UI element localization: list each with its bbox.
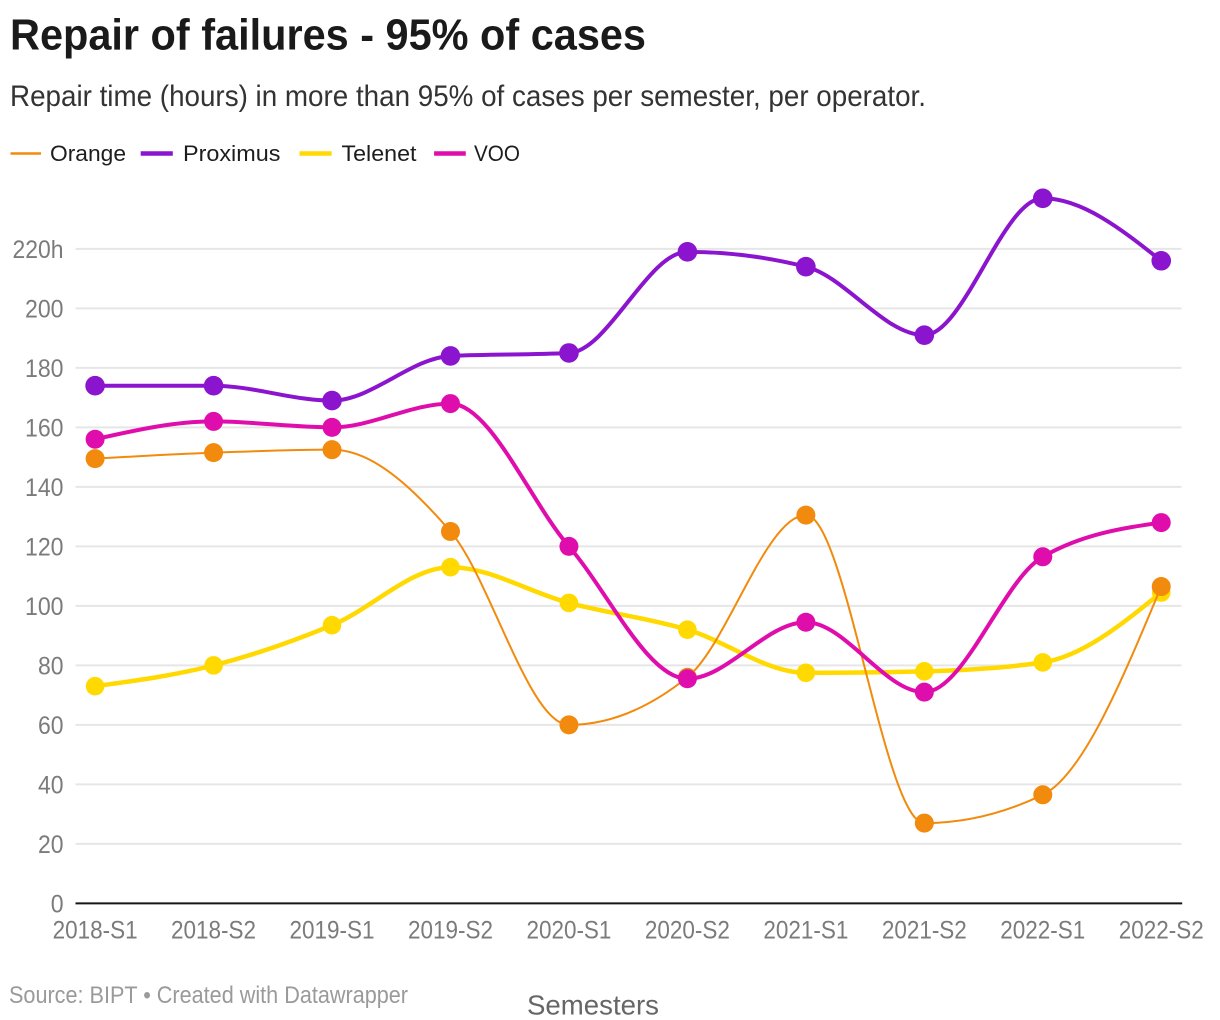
svg-text:2018-S2: 2018-S2 [171,916,256,944]
svg-text:Proximus: Proximus [183,141,280,166]
svg-text:Source: BIPT • Created with Da: Source: BIPT • Created with Datawrapper [9,982,408,1009]
svg-text:80: 80 [38,652,64,680]
svg-text:180: 180 [25,355,64,383]
svg-text:2022-S1: 2022-S1 [1000,916,1085,944]
svg-text:Repair time (hours) in more th: Repair time (hours) in more than 95% of … [10,80,926,113]
svg-text:Orange: Orange [50,141,126,166]
svg-text:Repair of failures - 95% of ca: Repair of failures - 95% of cases [10,11,646,60]
svg-text:200: 200 [25,295,64,323]
svg-text:Semesters: Semesters [527,989,659,1020]
svg-text:220h: 220h [13,236,64,264]
svg-text:20: 20 [38,831,64,859]
svg-text:2019-S2: 2019-S2 [408,916,493,944]
svg-text:0: 0 [51,890,64,918]
svg-text:140: 140 [25,474,64,502]
svg-text:2019-S1: 2019-S1 [290,916,375,944]
svg-text:60: 60 [38,712,64,740]
svg-text:2021-S2: 2021-S2 [882,916,967,944]
svg-text:100: 100 [25,593,64,621]
svg-text:40: 40 [38,771,64,799]
svg-text:2020-S1: 2020-S1 [526,916,611,944]
svg-text:2021-S1: 2021-S1 [763,916,848,944]
svg-text:120: 120 [25,533,64,561]
svg-text:2022-S2: 2022-S2 [1119,916,1204,944]
svg-text:160: 160 [25,414,64,442]
svg-text:VOO: VOO [474,141,520,166]
svg-text:2020-S2: 2020-S2 [645,916,730,944]
svg-text:2018-S1: 2018-S1 [53,916,138,944]
svg-text:Telenet: Telenet [342,141,417,166]
